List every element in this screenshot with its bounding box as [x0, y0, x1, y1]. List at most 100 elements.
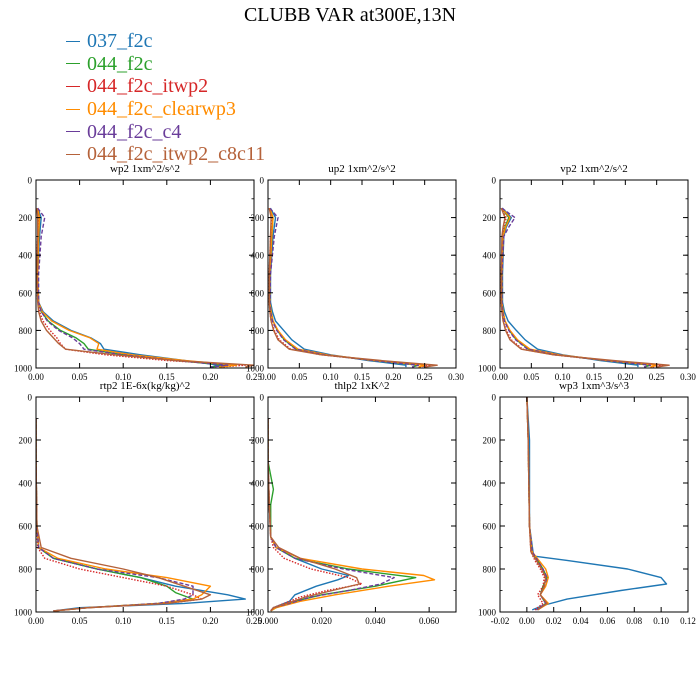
legend-label: 044_f2c_c4: [87, 120, 182, 143]
series-line-3: [268, 418, 436, 612]
x-tick-label: 0.04: [573, 616, 589, 626]
legend-swatch: [66, 40, 80, 42]
series-line-0: [37, 207, 220, 368]
y-tick-label: 200: [483, 436, 497, 446]
x-tick-label: 0.10: [555, 372, 571, 382]
x-tick-label: 0.30: [448, 372, 464, 382]
y-tick-label: 600: [251, 288, 265, 298]
y-tick-label: 0: [28, 393, 33, 403]
series-line-2: [268, 208, 432, 368]
y-tick-label: 400: [251, 479, 265, 489]
x-tick-label: 0.00: [28, 616, 44, 626]
legend: 037_f2c 044_f2c 044_f2c_itwp2 044_f2c_clear…: [66, 30, 265, 166]
x-tick-label: 0.10: [115, 616, 131, 626]
chart-panel: rtp2 1E-6x(kg/kg)^2 0 200 400 600 800 10000.00…: [14, 380, 262, 626]
legend-label: 044_f2c_itwp2_c8c11: [87, 143, 266, 166]
series-line-3: [501, 207, 658, 368]
y-tick-label: 800: [483, 565, 497, 575]
series-line-5: [36, 208, 254, 368]
x-tick-label: 0.20: [203, 372, 219, 382]
panel-frame: [499, 179, 689, 369]
x-tick-label: 0.15: [159, 372, 175, 382]
x-tick-label: 0.15: [354, 372, 370, 382]
series-line-2: [500, 207, 664, 368]
series-line-2: [268, 418, 363, 612]
y-tick-label: 600: [483, 288, 497, 298]
panel-title: wp2 1xm^2/s^2: [110, 163, 180, 175]
x-tick-label: 0.020: [312, 616, 333, 626]
x-tick-label: 0.25: [246, 616, 262, 626]
chart-panel: wp3 1xm^3/s^3 0 200 400 600 800 1000-0.02 0.00 0…: [478, 380, 696, 626]
y-tick-label: 200: [251, 213, 265, 223]
x-tick-label: 0.20: [617, 372, 633, 382]
legend-item: 044_f2c_itwp2: [66, 75, 265, 98]
x-tick-label: 0.05: [72, 616, 88, 626]
series-line-1: [268, 418, 417, 612]
x-tick-label: 0.20: [203, 616, 219, 626]
series-line-5: [500, 207, 670, 368]
legend-label: 044_f2c_itwp2: [87, 75, 209, 98]
legend-item: 044_f2c: [66, 53, 265, 76]
legend-swatch: [66, 153, 80, 155]
x-tick-label: 0.040: [365, 616, 386, 626]
x-tick-label: 0.060: [419, 616, 440, 626]
series-line-5: [36, 418, 212, 612]
series-line-2: [36, 208, 247, 368]
y-tick-label: 400: [19, 251, 33, 261]
series-line-0: [268, 418, 350, 612]
series-line-4: [269, 207, 420, 368]
y-tick-label: 200: [483, 213, 497, 223]
x-tick-label: 0.25: [417, 372, 433, 382]
panel-title: vp2 1xm^2/s^2: [560, 163, 627, 175]
series-line-4: [501, 207, 652, 368]
y-tick-label: 800: [251, 565, 265, 575]
x-tick-label: 0.15: [159, 616, 175, 626]
legend-label: 044_f2c: [87, 52, 153, 75]
y-tick-label: 600: [251, 522, 265, 532]
y-tick-label: 1000: [478, 608, 497, 618]
series-line-4: [37, 207, 229, 368]
x-tick-label: 0.15: [586, 372, 602, 382]
y-tick-label: 1000: [246, 364, 265, 374]
legend-label: 044_f2c_clearwp3: [87, 98, 236, 121]
x-tick-label: 0.10: [653, 616, 669, 626]
y-tick-label: 1000: [14, 364, 33, 374]
series-line-5: [268, 418, 360, 612]
panel-title: up2 1xm^2/s^2: [328, 163, 395, 175]
panel-title: thlp2 1xK^2: [335, 380, 390, 392]
y-tick-label: 0: [28, 176, 33, 186]
y-tick-label: 1000: [14, 608, 33, 618]
series-line-3: [37, 208, 238, 368]
series-line-3: [269, 207, 426, 368]
series-line-0: [36, 418, 247, 612]
panel-title: rtp2 1E-6x(kg/kg)^2: [100, 380, 190, 392]
y-tick-label: 200: [19, 213, 33, 223]
y-tick-label: 800: [19, 326, 33, 336]
x-tick-label: 0.00: [260, 372, 276, 382]
panel-title: wp3 1xm^3/s^3: [559, 380, 629, 392]
x-tick-label: 0.12: [680, 616, 696, 626]
series-line-3: [36, 418, 212, 612]
x-tick-label: 0.06: [600, 616, 616, 626]
y-tick-label: 200: [251, 436, 265, 446]
x-tick-label: 0.00: [28, 372, 44, 382]
legend-swatch: [66, 131, 80, 133]
y-tick-label: 800: [19, 565, 33, 575]
y-tick-label: 0: [492, 176, 497, 186]
legend-label: 037_f2c: [87, 30, 153, 53]
y-tick-label: 400: [483, 251, 497, 261]
x-tick-label: 0.000: [258, 616, 279, 626]
y-tick-label: 600: [483, 522, 497, 532]
x-tick-label: 0.25: [649, 372, 665, 382]
y-tick-label: 800: [251, 326, 265, 336]
y-tick-label: 400: [483, 479, 497, 489]
panel-frame: [35, 179, 255, 369]
figure-title: CLUBB VAR at300E,13N: [243, 4, 457, 26]
legend-swatch: [66, 108, 80, 110]
y-tick-label: 0: [260, 393, 265, 403]
series-line-1: [269, 207, 420, 368]
